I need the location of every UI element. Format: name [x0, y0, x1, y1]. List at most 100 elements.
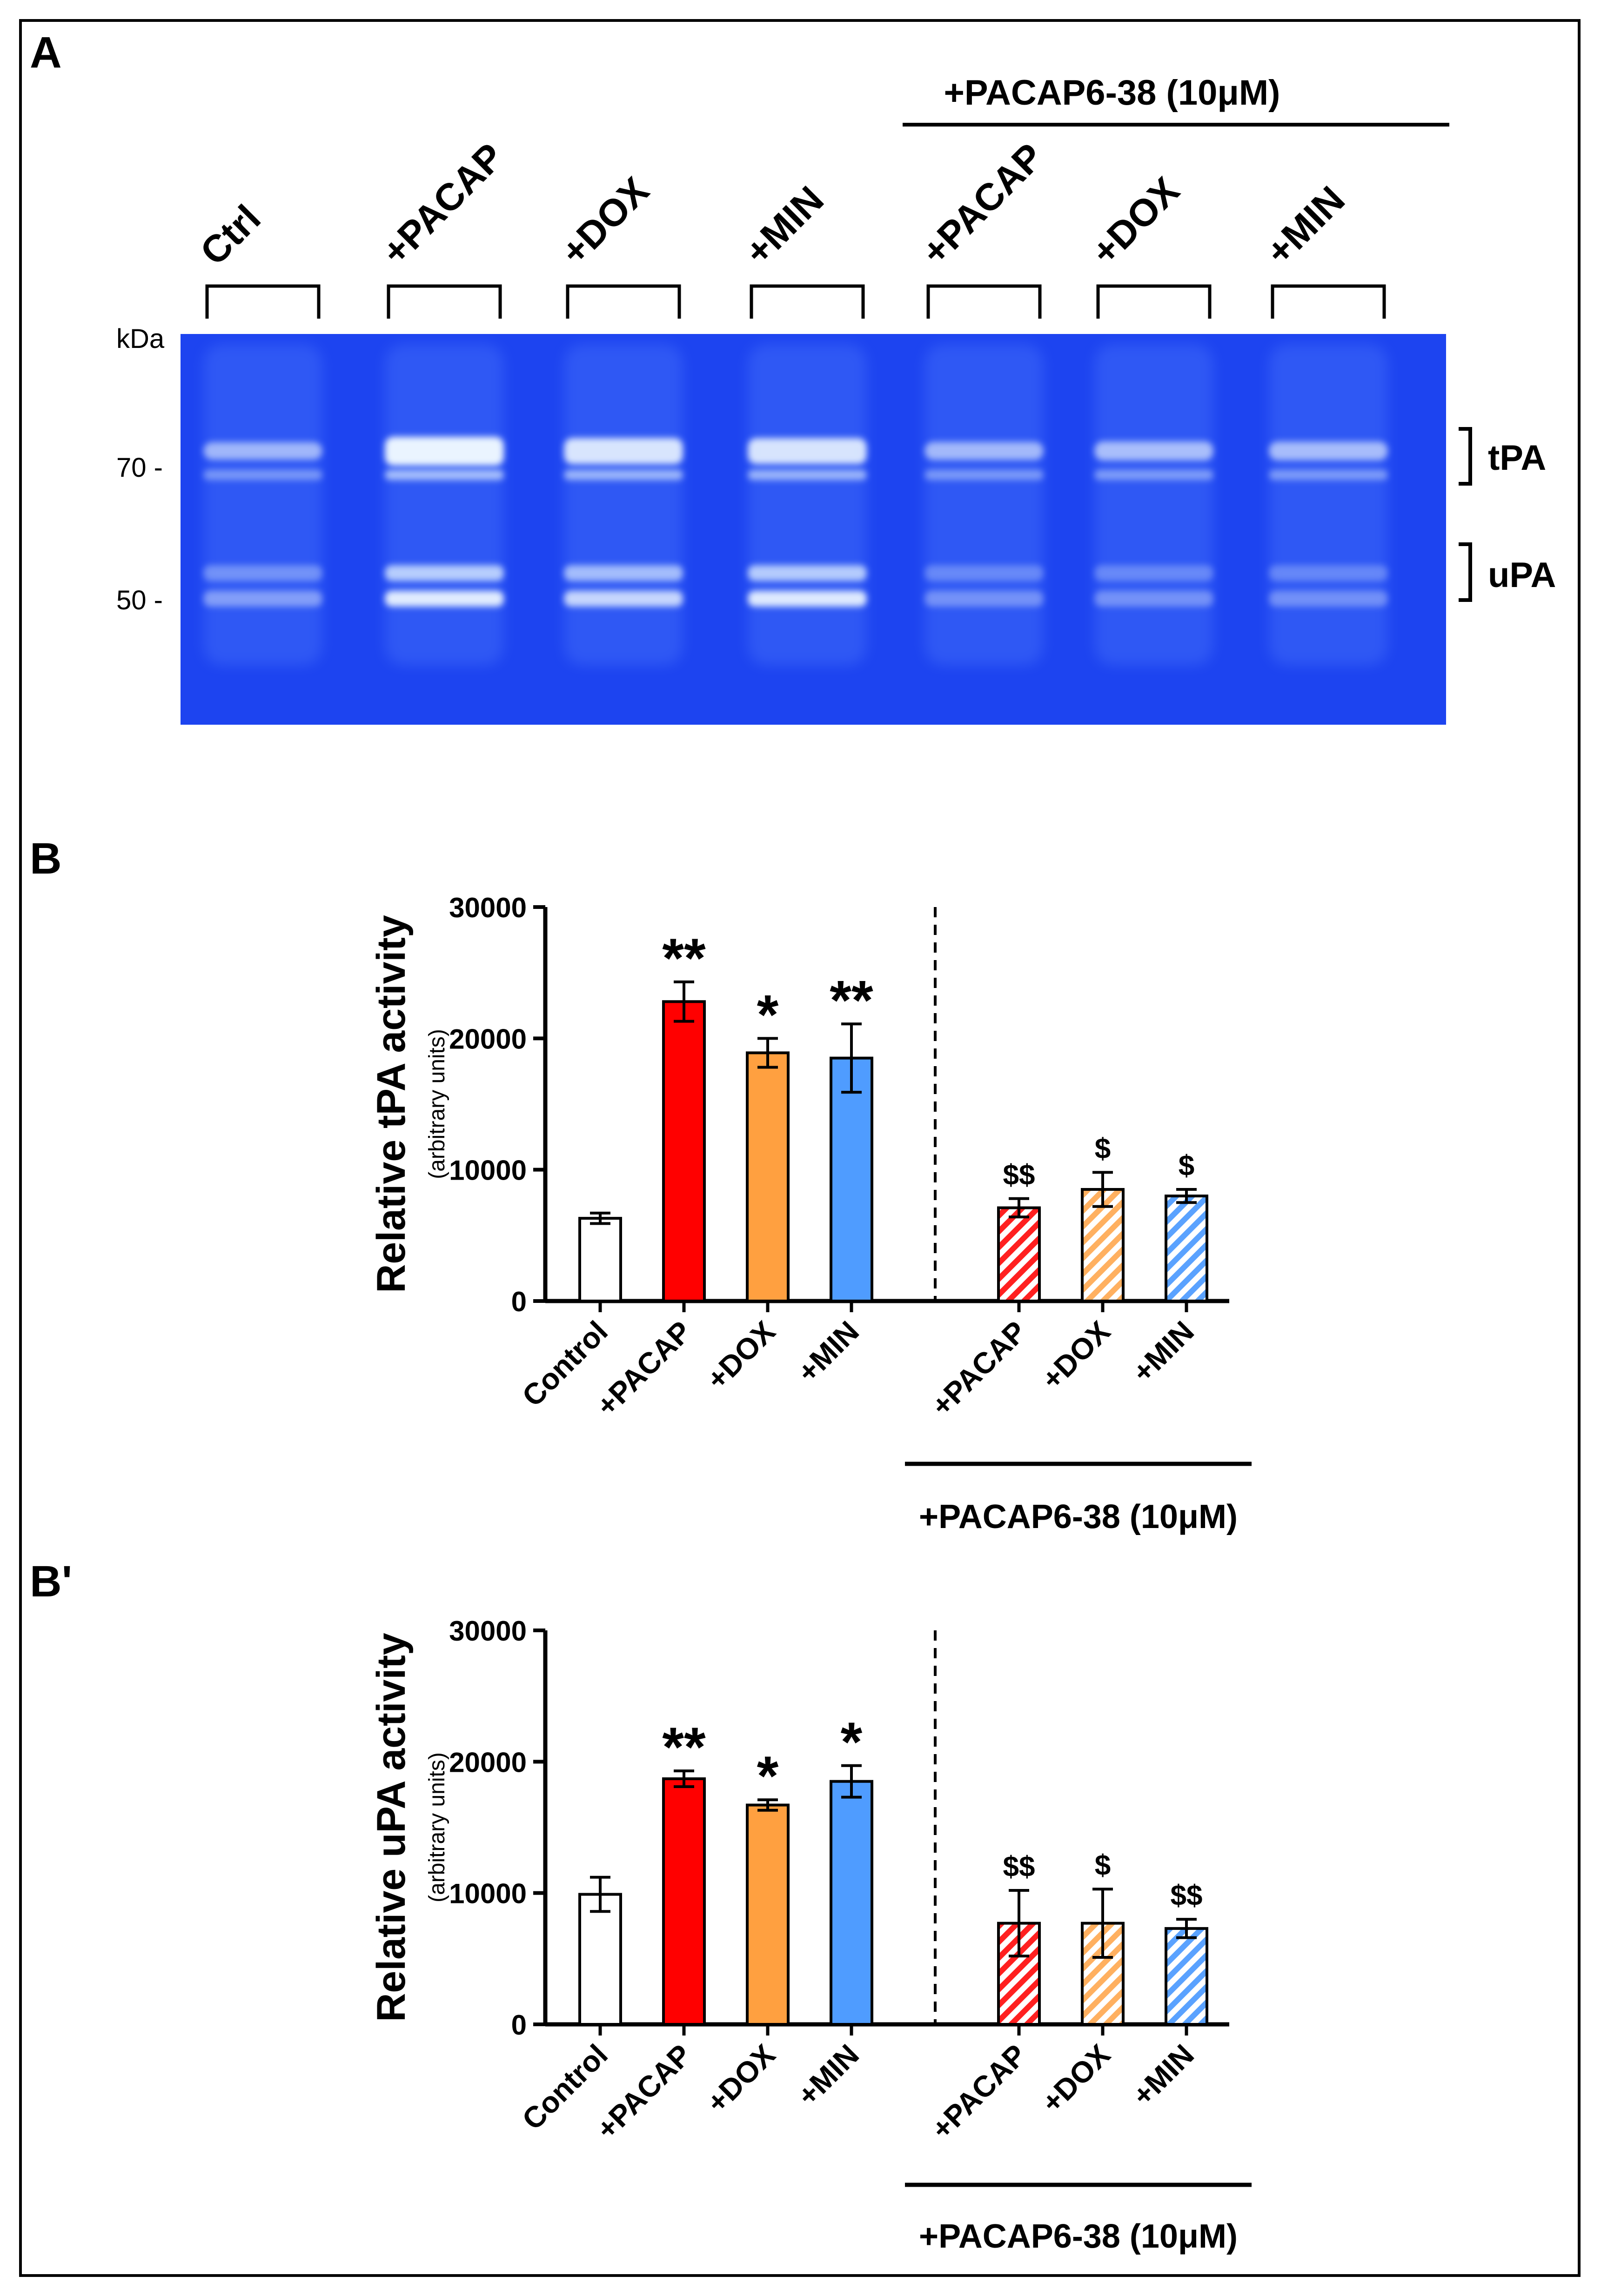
- band-bracket-upa: [1459, 542, 1472, 602]
- significance-label: *: [757, 983, 779, 1046]
- bar: [997, 1206, 1041, 1302]
- y-tick-label: 0: [511, 1286, 527, 1317]
- tpa-band: [1269, 441, 1388, 461]
- lane-label: +DOX: [1083, 169, 1187, 274]
- y-axis-label: Relative tPA activity: [369, 915, 414, 1293]
- panel-label-b: B: [30, 834, 62, 883]
- lane-smear: [748, 344, 867, 665]
- tpa-band-lower: [1269, 470, 1388, 480]
- significance-label: **: [830, 969, 873, 1031]
- y-tick-label: 20000: [449, 1023, 527, 1055]
- y-axis-label: Relative uPA activity: [369, 1633, 414, 2022]
- lane-label: +PACAP: [374, 135, 512, 274]
- y-tick-label: 30000: [449, 1615, 527, 1647]
- band-bracket-tpa: [1459, 427, 1472, 486]
- upa-band-upper: [385, 565, 504, 581]
- upa-band-lower: [1269, 591, 1388, 607]
- gel-markers: 70 - 50 -: [116, 453, 163, 615]
- tpa-band: [203, 442, 322, 460]
- lane-smear: [924, 344, 1044, 665]
- bar: [830, 1780, 873, 2026]
- y-axis-sublabel: (arbitrary units): [425, 1752, 449, 1902]
- x-tick-label: +MIN: [791, 1315, 865, 1389]
- lane-smear: [1269, 344, 1388, 665]
- tpa-band: [1094, 441, 1213, 461]
- tpa-band-lower: [564, 470, 683, 480]
- lane-brackets: [205, 284, 1386, 319]
- bar: [662, 1777, 706, 2026]
- marker-label: 50 -: [116, 585, 163, 615]
- lane-bracket: [387, 284, 502, 319]
- lane-bracket: [1096, 284, 1212, 319]
- upa-band-lower: [924, 591, 1044, 607]
- tpa-band-lower: [748, 470, 867, 480]
- bar: [578, 1893, 622, 2026]
- bar: [746, 1051, 790, 1302]
- gel-image: [181, 334, 1446, 725]
- tpa-band: [564, 438, 683, 464]
- tpa-band-lower: [1094, 470, 1213, 480]
- upa-band-upper: [564, 565, 683, 581]
- lane-bracket: [750, 284, 865, 319]
- significance-label: $: [1095, 1133, 1111, 1165]
- tpa-activity-chart: 0 10000 20000 30000 Relative tPA activity (ar…: [369, 892, 1252, 1535]
- lane-label: Ctrl: [192, 197, 268, 274]
- y-tick-label: 10000: [449, 1878, 527, 1909]
- significance-label: $: [1179, 1150, 1194, 1182]
- lane-smear: [1094, 344, 1213, 665]
- lane-label: +MIN: [1258, 178, 1353, 273]
- y-axis-sublabel: (arbitrary units): [425, 1029, 449, 1179]
- tpa-band-lower: [924, 470, 1044, 480]
- lane-bracket: [566, 284, 681, 319]
- upa-activity-chart: 0 10000 20000 30000 Relative uPA activity (ar…: [369, 1615, 1252, 2255]
- x-tick-label: +DOX: [1035, 1315, 1117, 1396]
- bar: [1165, 1195, 1208, 1302]
- y-tick-label: 20000: [449, 1747, 527, 1778]
- bar: [662, 1000, 706, 1302]
- upa-band-lower: [385, 591, 504, 607]
- tpa-band-lower: [385, 470, 504, 480]
- tpa-band: [748, 438, 867, 464]
- lane-bracket: [205, 284, 321, 319]
- significance-label: *: [841, 1711, 863, 1773]
- significance-label: $: [1095, 1849, 1111, 1882]
- significance-label: **: [662, 1716, 706, 1778]
- tpa-band-lower: [203, 470, 322, 480]
- significance-label: $$: [1171, 1880, 1203, 1912]
- band-label-upa: uPA: [1488, 555, 1556, 595]
- significance-label: $$: [1003, 1159, 1035, 1191]
- upa-band-upper: [1269, 565, 1388, 581]
- y-tick-label: 10000: [449, 1155, 527, 1186]
- lane-smear: [203, 344, 322, 665]
- lane-bracket: [926, 284, 1042, 319]
- y-tick-label: 30000: [449, 892, 527, 923]
- upa-band-lower: [203, 591, 322, 607]
- marker-label: 70 -: [116, 453, 163, 483]
- upa-band-lower: [1094, 591, 1213, 607]
- x-tick-label: +DOX: [1035, 2038, 1117, 2120]
- lane-labels: Ctrl +PACAP +DOX +MIN +PACAP +DOX +MIN: [192, 135, 1353, 274]
- panel-label-a: A: [30, 28, 62, 77]
- tpa-band: [385, 437, 504, 466]
- group-label: +PACAP6-38 (10μM): [919, 2218, 1238, 2255]
- panel-label-b-prime: B': [30, 1557, 72, 1606]
- x-tick-label: +MIN: [791, 2038, 865, 2112]
- antagonist-label-gel: +PACAP6-38 (10μM): [944, 73, 1280, 113]
- bar: [578, 1217, 622, 1302]
- lane-label: +DOX: [553, 169, 657, 274]
- gel-bands: [203, 344, 1388, 665]
- significance-label: *: [757, 1745, 779, 1807]
- x-tick-label: +MIN: [1126, 2038, 1200, 2112]
- upa-band-upper: [203, 565, 322, 581]
- significance-label: **: [662, 927, 706, 989]
- significance-label: $$: [1003, 1851, 1035, 1883]
- group-label: +PACAP6-38 (10μM): [919, 1498, 1238, 1535]
- upa-band-lower: [564, 591, 683, 607]
- band-label-tpa: tPA: [1488, 438, 1546, 478]
- lane-label: +PACAP: [913, 135, 1052, 274]
- x-tick-label: +MIN: [1126, 1315, 1200, 1389]
- lane-label: +MIN: [737, 178, 831, 273]
- kda-label: kDa: [116, 324, 165, 354]
- figure-border: [19, 19, 1581, 2277]
